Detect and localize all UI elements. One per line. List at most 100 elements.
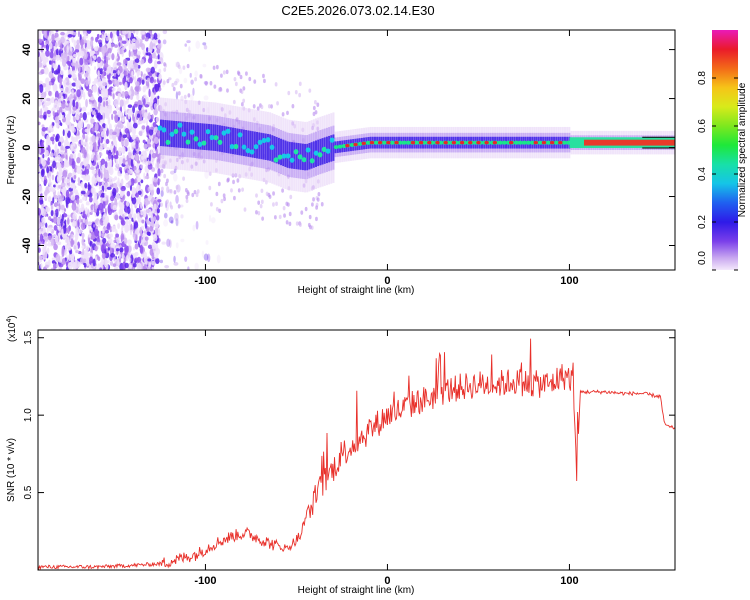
snr-scale-label: (x104) [6, 315, 18, 342]
spectrogram-peak [297, 154, 303, 160]
spectrogram-cell [87, 221, 92, 226]
spectrogram-cell [44, 189, 48, 196]
spectrogram-cell [150, 66, 155, 74]
spectrogram-cell [141, 79, 145, 85]
spectrogram-cell [119, 247, 124, 253]
spectrogram-cell [94, 219, 98, 224]
spectrogram-cell [245, 71, 248, 76]
spectrogram-halo [205, 123, 208, 151]
spectrogram-cell [147, 57, 153, 64]
spectrogram-cell [128, 108, 133, 115]
spectrogram-cell [281, 112, 285, 117]
spectrogram-cell [260, 104, 264, 110]
spectrogram-cell [55, 48, 59, 56]
spectrogram-peak [421, 140, 427, 145]
spectrogram-cell [312, 105, 316, 111]
spectrogram-cell [70, 233, 73, 238]
spectrogram-peak [237, 132, 243, 138]
spectrogram-cell [62, 234, 68, 239]
spectrogram-cell [47, 157, 51, 166]
spectrogram-cell [154, 83, 160, 92]
spectrogram-cell [45, 49, 50, 57]
spectrogram-cell [82, 165, 85, 169]
spectrogram-halo [242, 129, 245, 157]
spectrogram-cell [71, 125, 75, 132]
spectrogram-cell [154, 59, 157, 69]
spectrogram-halo [240, 129, 243, 156]
spectrogram-cell [132, 105, 136, 114]
spectrogram-cell [204, 81, 208, 86]
spectrogram-cell [128, 89, 132, 96]
spectrogram-cell [120, 39, 123, 47]
spectrogram-cell [113, 239, 117, 243]
spectrogram-cell [118, 253, 122, 260]
spectrogram-peak [201, 140, 207, 146]
spectrogram-cell [78, 228, 83, 235]
spectrogram-peak [533, 141, 538, 145]
spectrogram-halo [203, 123, 206, 150]
spectrogram-cell [57, 232, 62, 236]
spectrogram-cell [82, 111, 87, 121]
spectrogram-cell [217, 181, 221, 187]
spectrogram-cell [131, 192, 136, 198]
spectrogram-cell [102, 228, 105, 234]
spectrogram-cell [54, 116, 59, 124]
spectrogram-cell [114, 128, 120, 138]
spectrogram-cell [120, 217, 124, 226]
spectrogram-cell [127, 239, 132, 245]
spectrogram-cell [187, 266, 190, 270]
spectrogram-cell [255, 193, 258, 198]
spectrogram-cell [111, 87, 116, 92]
spectrogram-peak [427, 141, 432, 145]
spectrogram-peak [273, 157, 279, 163]
spectrogram-cell [60, 36, 65, 44]
spectrogram-peak [293, 149, 299, 155]
spectrogram-peak [189, 129, 195, 135]
snr-y-tick-label: 1.0 [23, 408, 34, 422]
spectrogram-peak [277, 154, 283, 160]
spectrogram-cell [147, 232, 151, 237]
spectrogram-cell [105, 100, 109, 107]
spectrogram-cell [103, 142, 108, 149]
spectrogram-cell [102, 201, 106, 209]
spectrogram-cell [237, 188, 241, 193]
spectrogram-cell [132, 246, 136, 251]
spectrogram-cell [175, 218, 179, 227]
spectrogram-cell [140, 164, 144, 169]
spectrogram-cell [75, 250, 80, 254]
spectrogram-cell [194, 76, 197, 82]
spectrogram-cell [288, 221, 292, 227]
spectrogram-cell [96, 114, 100, 119]
spectrogram-peak [165, 139, 171, 145]
spectrogram-cell [273, 215, 277, 220]
spectrogram-cell [91, 175, 95, 185]
spectrogram-peak [501, 140, 507, 145]
spectrogram-cell [165, 181, 168, 187]
spectrogram-peak [197, 141, 203, 147]
spectrogram-cell [70, 194, 76, 201]
spectrogram-peak [401, 140, 407, 145]
spectrogram-cell [240, 89, 244, 95]
spectrogram-cell [119, 99, 124, 107]
spectrogram-cell [83, 32, 87, 40]
spectrogram-halo [166, 120, 169, 147]
spectrogram-cell [203, 45, 208, 50]
spectrogram-peak [353, 142, 358, 147]
spectrogram-cell [131, 133, 137, 141]
spectrogram-halo [264, 133, 267, 160]
spectrogram-cell [259, 203, 263, 209]
spectrogram-cell [122, 158, 126, 165]
spectrogram-cell [133, 62, 139, 71]
spectrogram-cell [104, 89, 108, 97]
spectrogram-cell [203, 95, 209, 101]
spectrogram-cell [226, 88, 229, 93]
spectrogram-cell [50, 209, 54, 217]
snr-series-line [38, 338, 675, 570]
spectrogram-cell [129, 264, 133, 269]
spectrogram-cell [118, 42, 121, 47]
spectrogram-cell [65, 145, 70, 149]
spectrogram-cell [100, 158, 106, 165]
spectrogram-cell [147, 258, 152, 262]
spectrogram-halo [192, 122, 195, 150]
spectrogram-cell [202, 42, 207, 46]
